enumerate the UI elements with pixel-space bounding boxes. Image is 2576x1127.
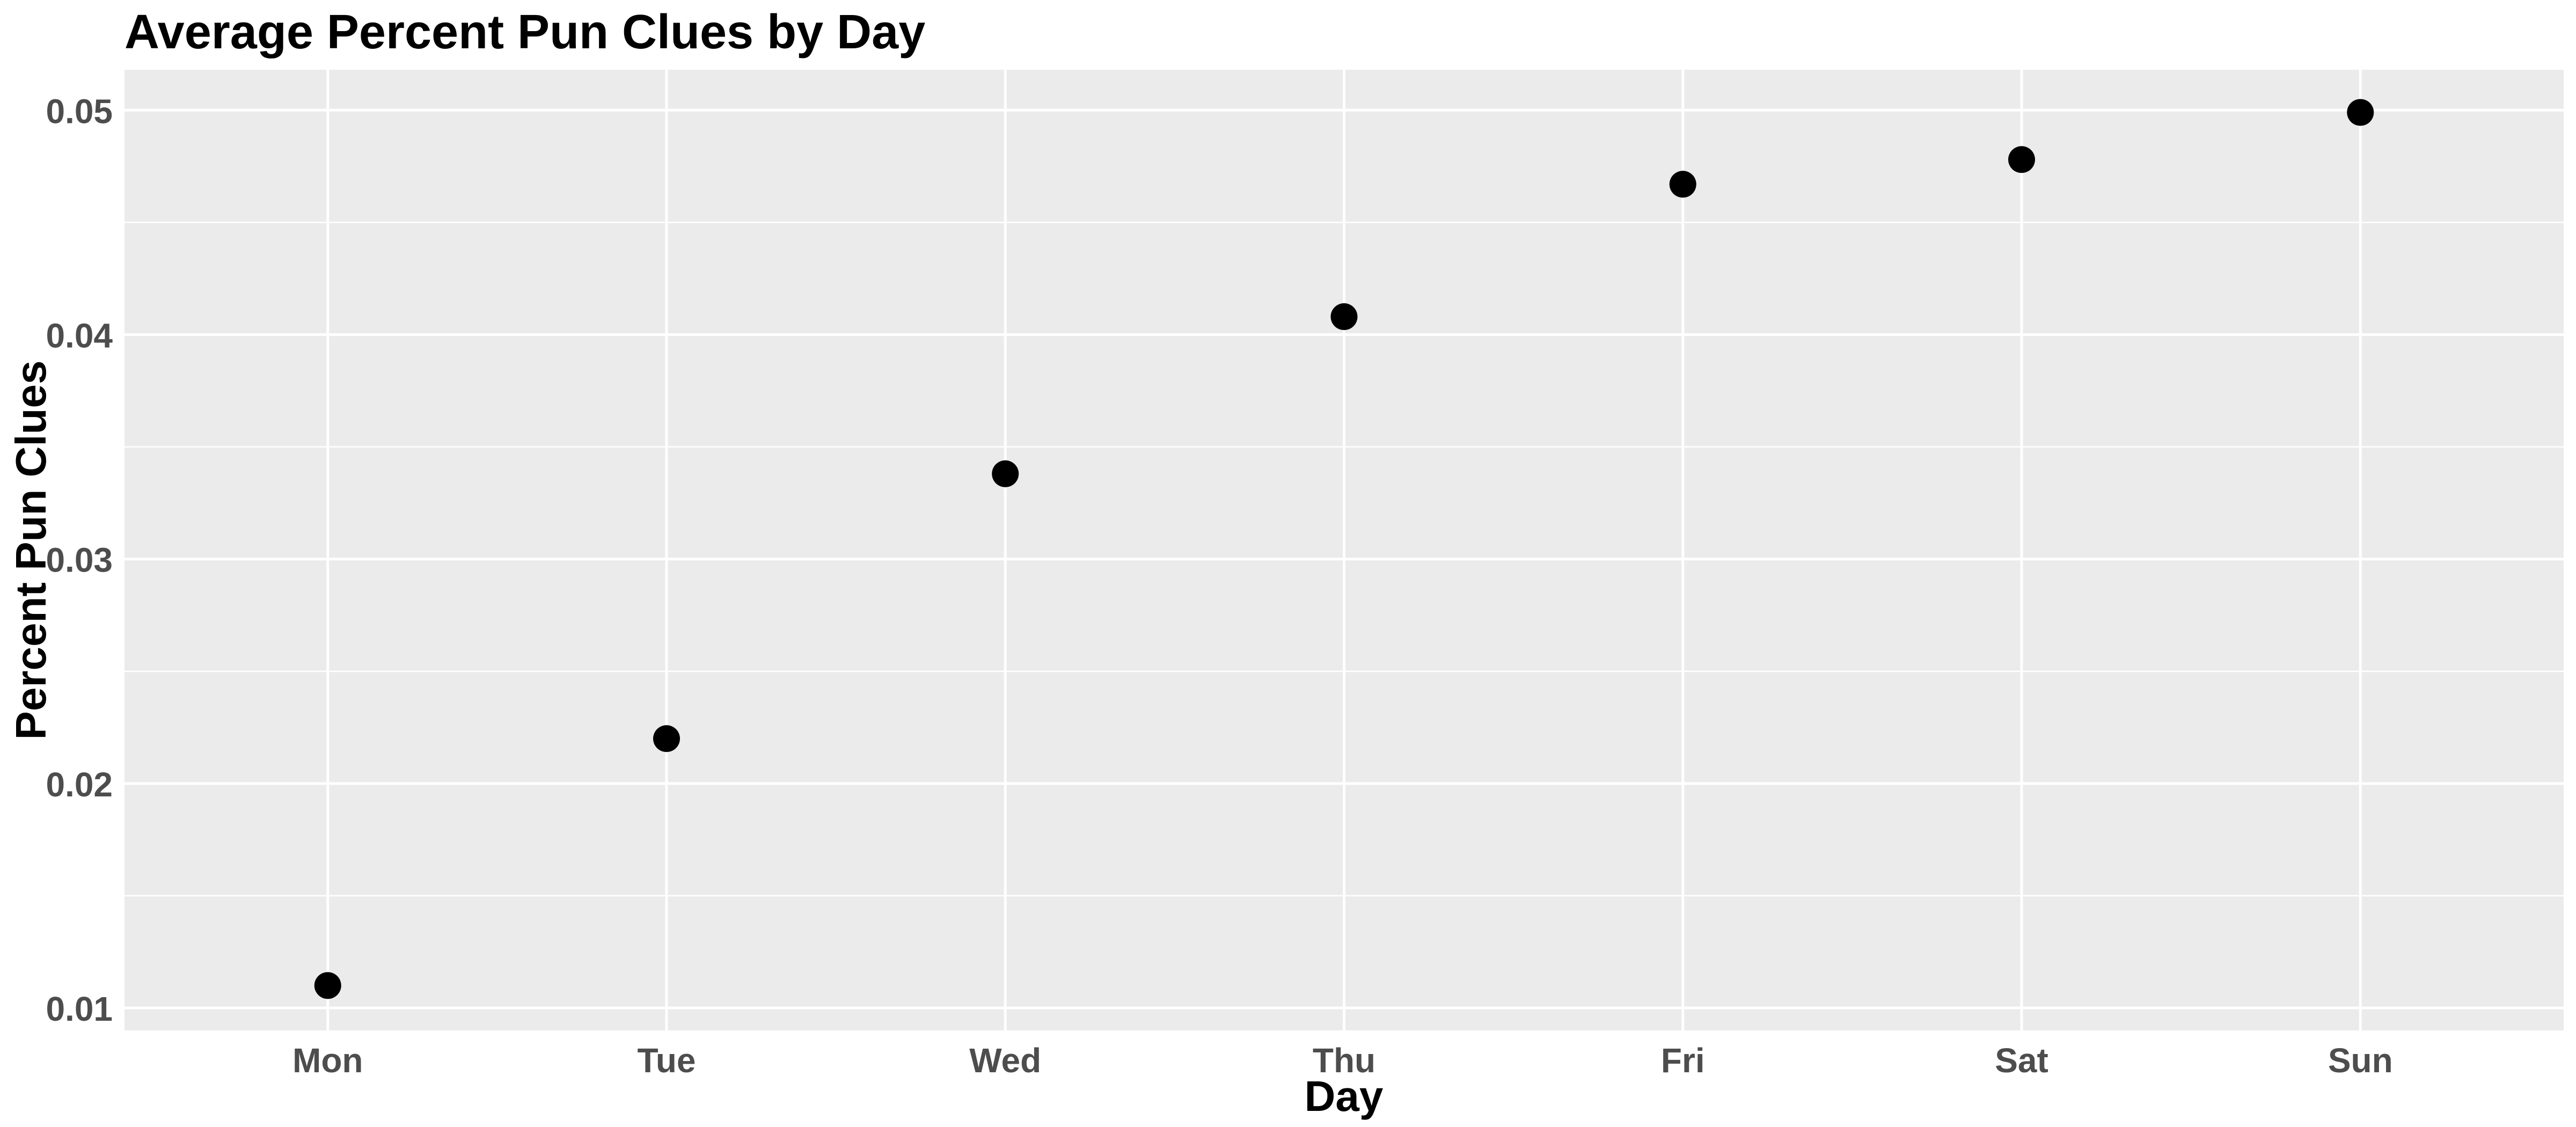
y-tick-label: 0.01 [46,990,113,1028]
x-tick-label: Sat [1995,1041,2048,1080]
data-point [1330,303,1358,331]
y-tick-label: 0.03 [46,541,113,580]
x-tick-label: Thu [1313,1041,1375,1080]
x-tick-label: Fri [1661,1041,1705,1080]
y-tick-label: 0.05 [46,92,113,130]
x-tick-labels: Mon Tue Wed Thu Fri Sat Sun [292,1041,2393,1080]
chart-title: Average Percent Pun Clues by Day [125,5,925,59]
data-point [992,460,1019,487]
data-point [2008,146,2035,173]
data-point [2347,99,2374,126]
y-tick-label: 0.02 [46,765,113,804]
major-gridlines [125,70,2564,1030]
x-tick-label: Mon [292,1041,363,1080]
data-point [653,725,680,752]
data-points [314,99,2374,999]
y-tick-labels: 0.01 0.02 0.03 0.04 0.05 [46,92,113,1028]
x-tick-label: Tue [637,1041,696,1080]
y-tick-label: 0.04 [46,317,113,355]
x-axis-title: Day [1305,1072,1384,1120]
y-axis-title: Percent Pun Clues [7,361,55,740]
x-tick-label: Wed [969,1041,1041,1080]
data-point [314,972,341,999]
data-point [1669,171,1696,198]
x-tick-label: Sun [2328,1041,2393,1080]
